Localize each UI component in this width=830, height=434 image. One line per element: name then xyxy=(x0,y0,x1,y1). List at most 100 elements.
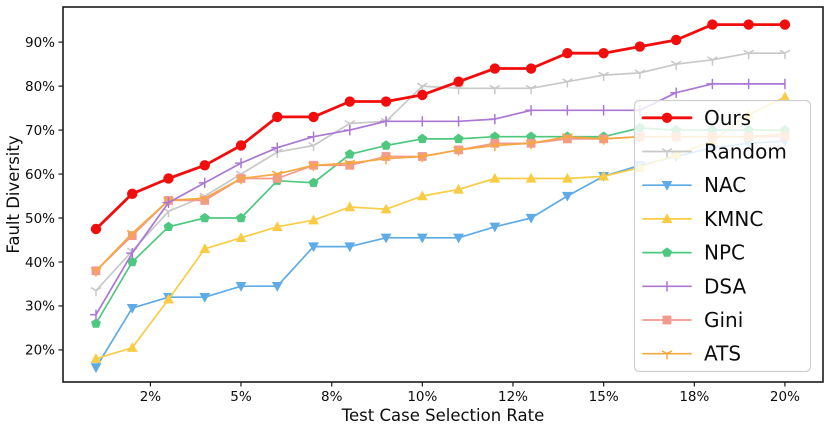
y-tick-label: 30% xyxy=(25,299,55,315)
data-point-npc xyxy=(453,133,464,144)
data-point-nac xyxy=(271,281,283,292)
data-point-dsa xyxy=(343,124,351,136)
data-point-dsa xyxy=(669,87,677,99)
data-point-ours xyxy=(90,223,102,235)
data-point-dsa xyxy=(271,142,279,154)
data-point-npc xyxy=(163,221,174,232)
x-tick-label: 18% xyxy=(679,389,709,405)
data-point-nac xyxy=(90,363,102,374)
legend-marker-random xyxy=(661,148,673,158)
y-tick-label: 50% xyxy=(25,211,55,227)
data-point-random xyxy=(308,142,319,152)
legend-item-random: Random xyxy=(642,140,787,164)
data-point-npc xyxy=(91,318,101,328)
data-point-ats xyxy=(562,133,573,143)
x-tick-label: 15% xyxy=(589,389,619,405)
data-point-random xyxy=(489,84,501,95)
data-point-dsa xyxy=(198,177,206,189)
y-tick-label: 40% xyxy=(25,255,55,271)
data-point-ats xyxy=(380,155,392,165)
data-point-ours xyxy=(779,19,791,30)
data-point-kmnc xyxy=(90,353,102,363)
data-point-dsa xyxy=(452,115,460,127)
data-point-ours xyxy=(743,19,754,30)
data-point-kmnc xyxy=(271,221,283,232)
legend-item-kmnc: KMNC xyxy=(642,207,763,231)
data-point-random xyxy=(634,69,646,79)
data-point-ours xyxy=(417,89,428,101)
legend-label-gini: Gini xyxy=(704,308,743,332)
data-point-ours xyxy=(489,63,501,74)
data-point-ours xyxy=(344,96,356,107)
data-point-ours xyxy=(163,173,174,184)
data-point-dsa xyxy=(379,115,387,127)
data-point-npc xyxy=(199,212,210,223)
data-point-dsa xyxy=(742,78,750,90)
series-dsa xyxy=(89,78,786,321)
data-point-kmnc xyxy=(163,293,174,304)
data-point-random xyxy=(779,49,791,60)
legend-item-nac: NAC xyxy=(642,173,746,197)
data-point-gini xyxy=(381,152,391,161)
legend-label-nac: NAC xyxy=(704,173,746,197)
y-tick-label: 90% xyxy=(25,35,55,51)
data-point-ats xyxy=(417,153,428,163)
data-point-kmnc xyxy=(598,170,610,181)
legend-label-random: Random xyxy=(704,140,787,164)
data-point-ats xyxy=(598,135,609,145)
data-point-ats xyxy=(199,194,211,205)
legend-label-ours: Ours xyxy=(704,106,751,130)
x-tick-label: 8% xyxy=(321,389,343,405)
y-tick-label: 60% xyxy=(25,167,55,183)
data-point-dsa xyxy=(89,309,97,321)
x-tick-label: 20% xyxy=(770,389,800,405)
data-point-kmnc xyxy=(561,172,573,183)
data-point-nac xyxy=(380,233,392,244)
legend-label-kmnc: KMNC xyxy=(704,207,763,231)
data-point-ats xyxy=(308,161,319,172)
legend-marker-kmnc xyxy=(661,213,673,224)
plot-area: 20% 30% 40% 50% 60% 70% 80% 90% 2% 5% 8% 10% 12% 15% 1… xyxy=(25,6,824,405)
series-line-dsa xyxy=(95,83,786,316)
data-point-nac xyxy=(453,233,464,244)
legend-marker-dsa xyxy=(660,280,668,292)
series-ours xyxy=(90,19,791,235)
data-point-ours xyxy=(235,140,247,151)
data-point-nac xyxy=(525,213,537,224)
data-point-ats xyxy=(235,175,247,185)
data-point-ats xyxy=(272,170,283,181)
legend-marker-nac xyxy=(661,181,673,191)
data-point-ours xyxy=(562,47,573,59)
data-point-dsa xyxy=(307,131,315,143)
data-point-nac xyxy=(126,303,138,314)
data-point-gini xyxy=(490,138,500,148)
data-point-dsa xyxy=(706,78,714,90)
data-point-random xyxy=(90,287,102,297)
legend-item-ours: Ours xyxy=(641,106,751,130)
data-point-npc xyxy=(417,133,428,144)
legend-marker-ats xyxy=(661,350,673,360)
legend-item-ats: ATS xyxy=(642,342,741,366)
data-point-dsa xyxy=(234,157,242,169)
data-point-ours xyxy=(380,96,392,107)
data-point-ats xyxy=(525,139,537,150)
data-point-kmnc xyxy=(235,232,247,243)
legend-item-npc: NPC xyxy=(642,241,745,265)
data-point-dsa xyxy=(524,104,532,116)
data-point-random xyxy=(670,60,682,71)
data-point-ats xyxy=(344,159,356,170)
data-point-kmnc xyxy=(380,203,392,214)
data-point-npc xyxy=(344,149,355,159)
data-point-dsa xyxy=(561,104,569,116)
data-point-ats xyxy=(453,146,464,156)
legend-box xyxy=(633,99,812,373)
data-point-kmnc xyxy=(416,190,428,201)
data-point-ours xyxy=(598,47,609,59)
y-tick-label: 80% xyxy=(25,79,55,95)
data-point-dsa xyxy=(778,78,786,90)
data-point-npc xyxy=(489,131,500,141)
x-axis-title: Test Case Selection Rate xyxy=(341,406,544,425)
x-tick-label: 2% xyxy=(140,389,162,405)
data-point-kmnc xyxy=(525,172,537,183)
